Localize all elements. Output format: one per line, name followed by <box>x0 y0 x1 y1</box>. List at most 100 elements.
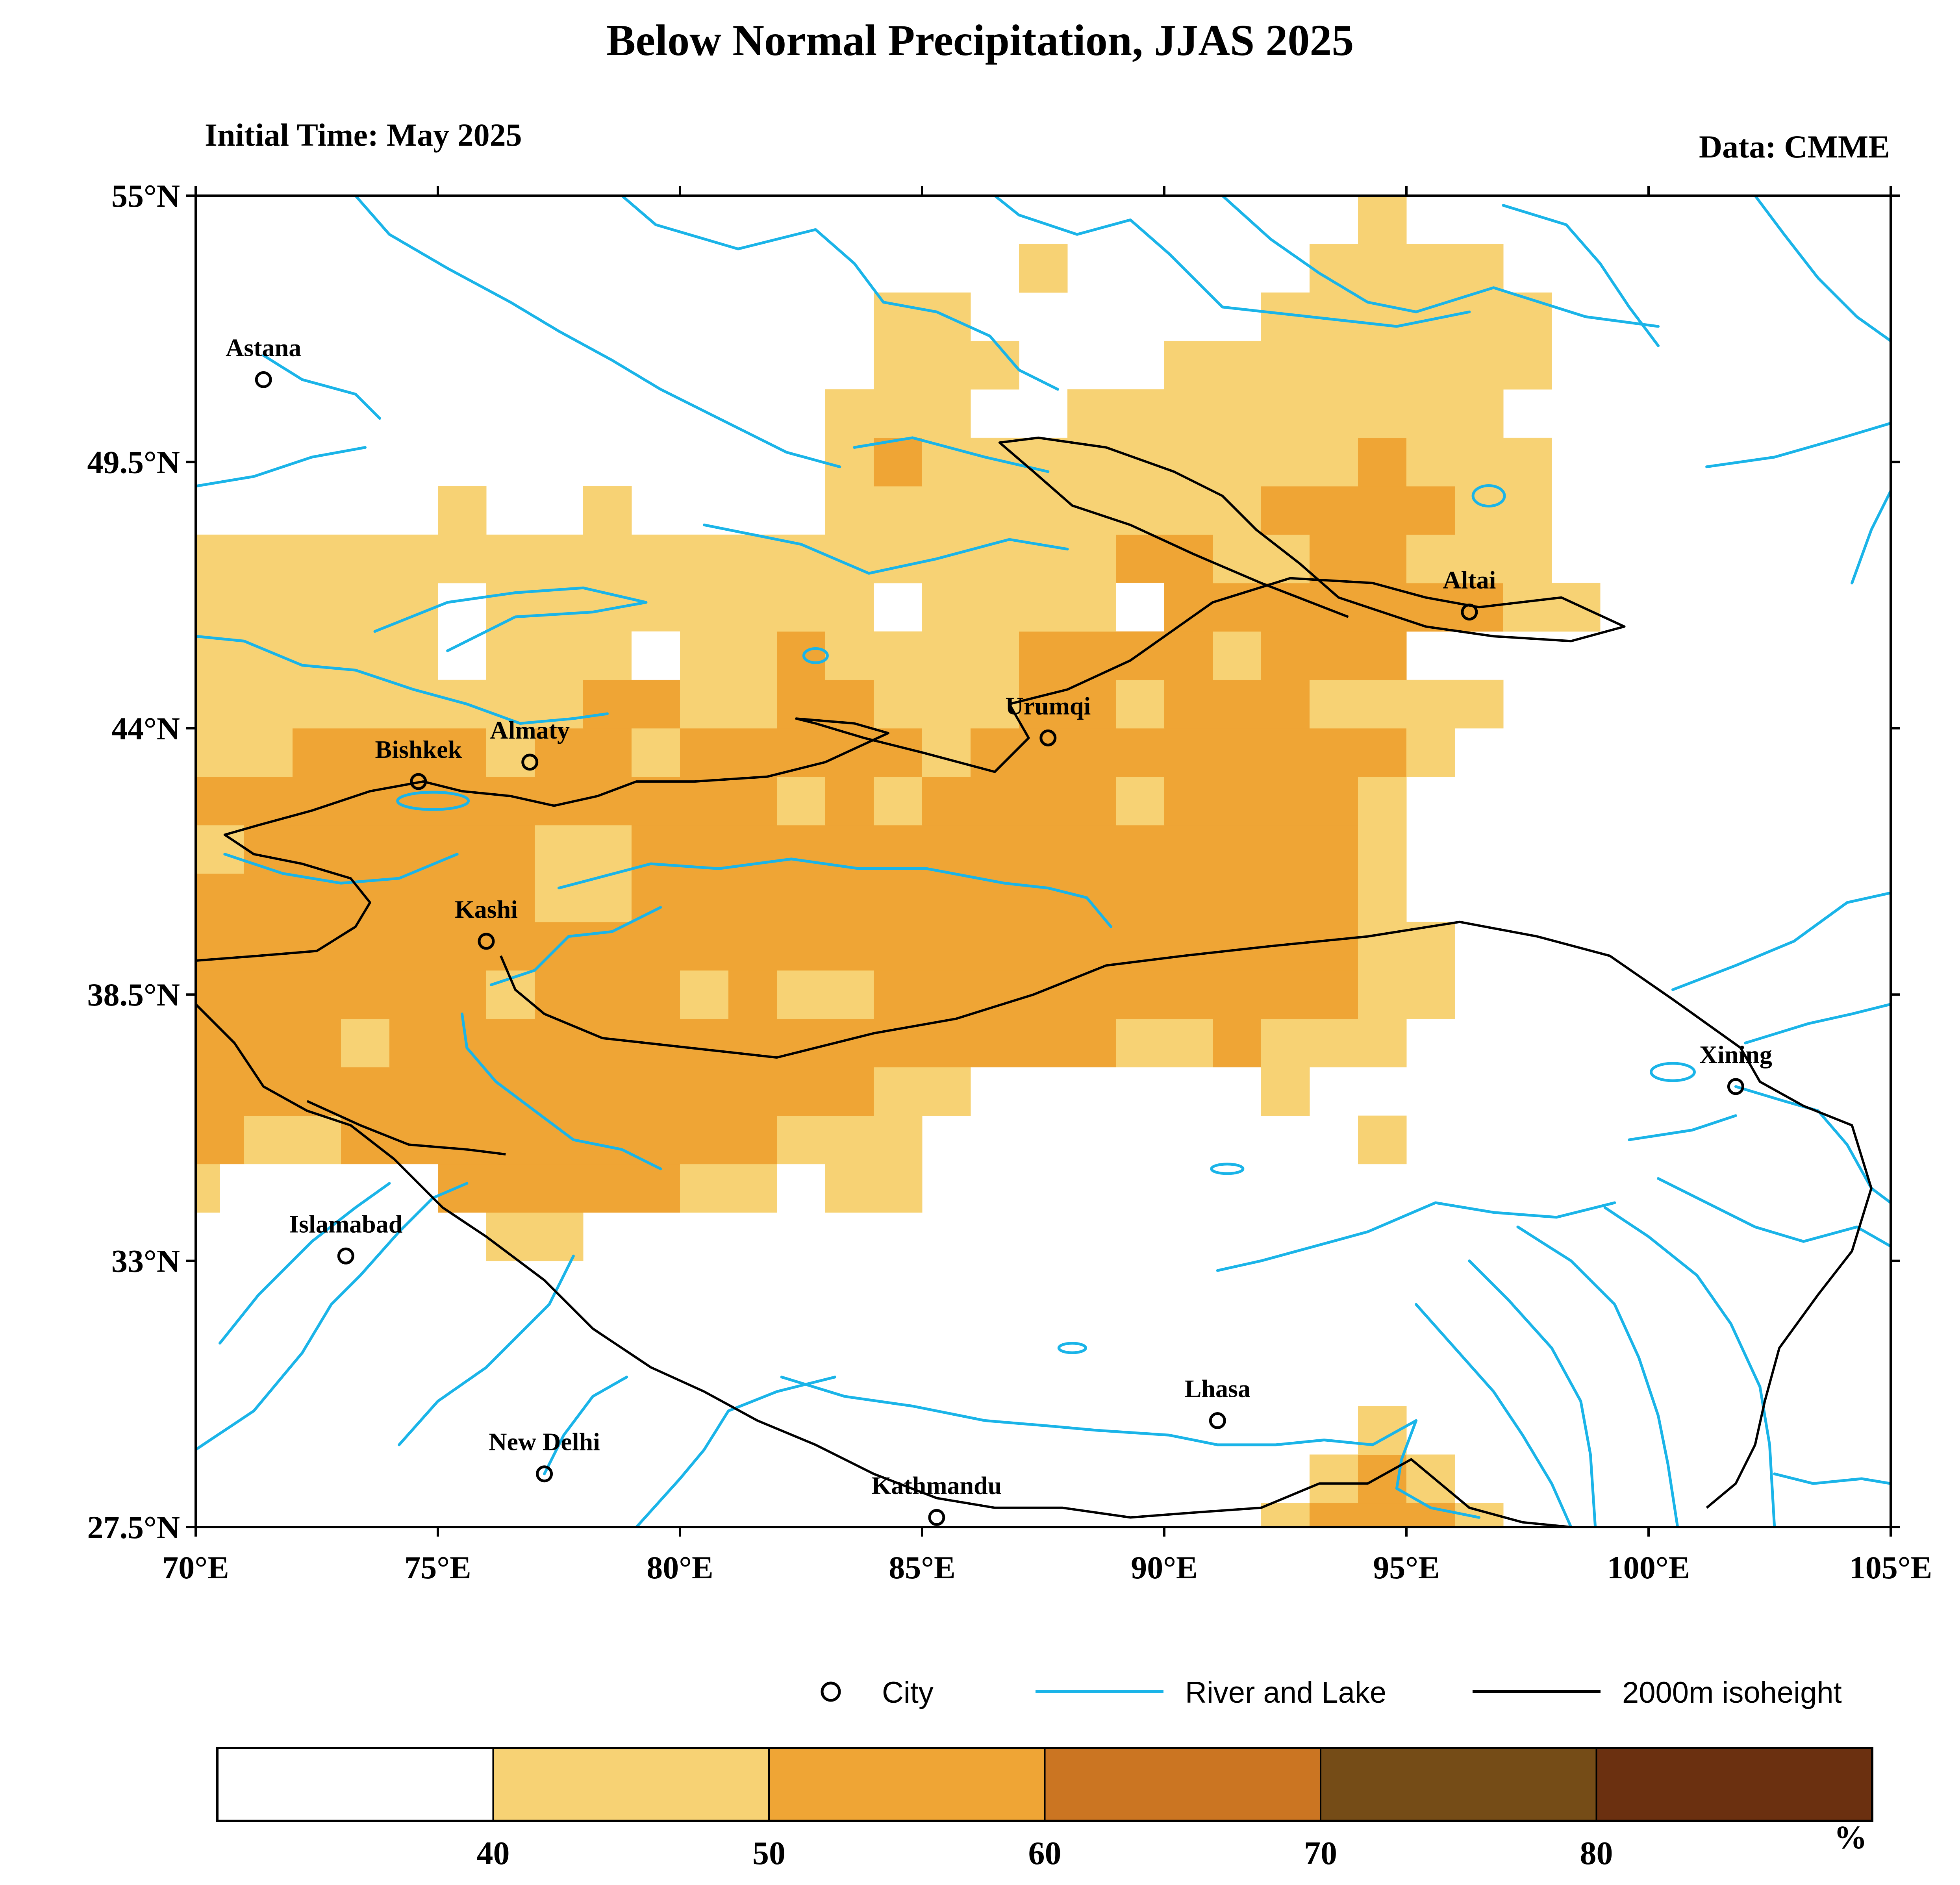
river-line <box>354 196 841 468</box>
probability-cell <box>922 583 1116 632</box>
river-line <box>1657 1177 1891 1248</box>
city-markers: Astana Almaty Bishkek Urumqi Altai Kashi Xinin… <box>226 333 1772 1526</box>
probability-cell <box>389 1018 1116 1068</box>
lake-outline <box>802 647 829 664</box>
probability-cell <box>1164 680 1310 729</box>
probability-cell <box>196 1067 874 1116</box>
probability-cell <box>1358 873 1407 922</box>
city-marker-icon <box>410 773 427 790</box>
colorbar-bin <box>769 1748 1045 1821</box>
probability-cell <box>1503 583 1601 632</box>
city-bishkek: Bishkek <box>375 735 462 790</box>
probability-cell <box>196 825 245 874</box>
probability-cell <box>825 776 874 826</box>
rivers-and-lakes <box>196 196 1891 1527</box>
probability-cell <box>196 534 777 583</box>
colorbar-bin <box>1045 1748 1321 1821</box>
probability-cells <box>196 196 1601 1527</box>
probability-cell <box>1261 1018 1407 1068</box>
probability-cell <box>1019 631 1213 680</box>
lat-tick-label: 44°N <box>111 711 180 746</box>
river-line <box>635 1376 837 1527</box>
colorbar-unit: % <box>1834 1819 1867 1856</box>
river-line <box>1216 1201 1616 1272</box>
colorbar-bin <box>1321 1748 1597 1821</box>
isoheight-line <box>196 436 1626 962</box>
city-lhasa: Lhasa <box>1185 1374 1250 1429</box>
colorbar-bin <box>1596 1748 1873 1821</box>
lon-tick-label: 105°E <box>1849 1550 1932 1585</box>
probability-cell <box>1116 583 1504 632</box>
river-line <box>223 853 459 885</box>
probability-cell <box>1358 196 1407 244</box>
river-line <box>1468 1259 1597 1527</box>
probability-cell <box>196 922 1358 971</box>
probability-cell <box>196 1115 245 1165</box>
lon-tick-label: 80°E <box>647 1550 713 1585</box>
map-area: Astana Almaty Bishkek Urumqi Altai Kashi Xinin… <box>87 178 1932 1585</box>
lat-tick-label: 38.5°N <box>87 977 180 1013</box>
city-kashi: Kashi <box>455 895 518 950</box>
river-line <box>461 1012 662 1170</box>
lake-outline <box>1650 1062 1696 1082</box>
river-line <box>219 1182 391 1345</box>
river-line <box>1415 1303 1573 1527</box>
probability-cell <box>583 680 680 729</box>
probability-cell <box>1310 1454 1358 1504</box>
legend: City River and Lake 2000m isoheight <box>821 1676 1842 1709</box>
probability-cell <box>1213 631 1262 680</box>
probability-cell <box>874 437 923 487</box>
lake-outline <box>1057 1342 1087 1354</box>
city-label: Lhasa <box>1185 1374 1250 1402</box>
isoheight-2000m <box>196 436 1873 1527</box>
probability-cell <box>1406 437 1552 487</box>
colorbar-tick-label: 70 <box>1304 1835 1337 1872</box>
probability-cell <box>196 728 293 777</box>
probability-cell <box>583 486 632 535</box>
probability-cell <box>196 583 438 632</box>
map-frame <box>195 194 1892 1528</box>
probability-cell <box>196 680 584 729</box>
city-label: Urumqi <box>1005 692 1091 720</box>
river-line <box>1628 1114 1737 1141</box>
river-line <box>620 196 1059 391</box>
probability-cell <box>486 1212 584 1261</box>
probability-cell <box>1164 341 1552 390</box>
probability-cell <box>1503 486 1552 535</box>
probability-cell <box>777 1115 923 1165</box>
lon-tick-label: 100°E <box>1607 1550 1690 1585</box>
probability-cell <box>1310 244 1504 293</box>
legend-isoheight-label: 2000m isoheight <box>1622 1676 1842 1709</box>
river-line <box>1516 1226 1679 1527</box>
probability-cell <box>1019 244 1068 293</box>
probability-cell <box>1406 534 1552 583</box>
probability-cell <box>1164 437 1358 487</box>
city-label: Altai <box>1443 566 1496 594</box>
probability-cell <box>196 776 777 826</box>
river-line <box>1734 1085 1891 1204</box>
city-label: Almaty <box>490 716 570 744</box>
lat-tick-label: 27.5°N <box>87 1509 180 1545</box>
probability-cell <box>825 1164 923 1213</box>
lon-tick-label: 95°E <box>1373 1550 1440 1585</box>
probability-cell <box>777 534 1116 583</box>
probability-cell <box>196 970 487 1019</box>
probability-cell <box>728 970 777 1019</box>
river-line <box>1671 891 1891 991</box>
probability-cell <box>874 292 971 341</box>
probability-cell <box>825 389 971 438</box>
river-line <box>558 857 1113 928</box>
probability-cell <box>293 728 487 777</box>
probability-cell <box>1116 680 1165 729</box>
river-line <box>703 523 1069 575</box>
probability-cell <box>1358 1115 1407 1165</box>
city-label: Astana <box>226 333 301 361</box>
city-label: Kashi <box>455 895 518 923</box>
colorbar-tick-label: 40 <box>477 1835 510 1872</box>
river-line <box>1744 1003 1891 1044</box>
probability-cell <box>632 728 680 777</box>
lake-outline <box>396 791 470 811</box>
lake-outline <box>1471 484 1506 507</box>
probability-cell <box>1310 680 1504 729</box>
